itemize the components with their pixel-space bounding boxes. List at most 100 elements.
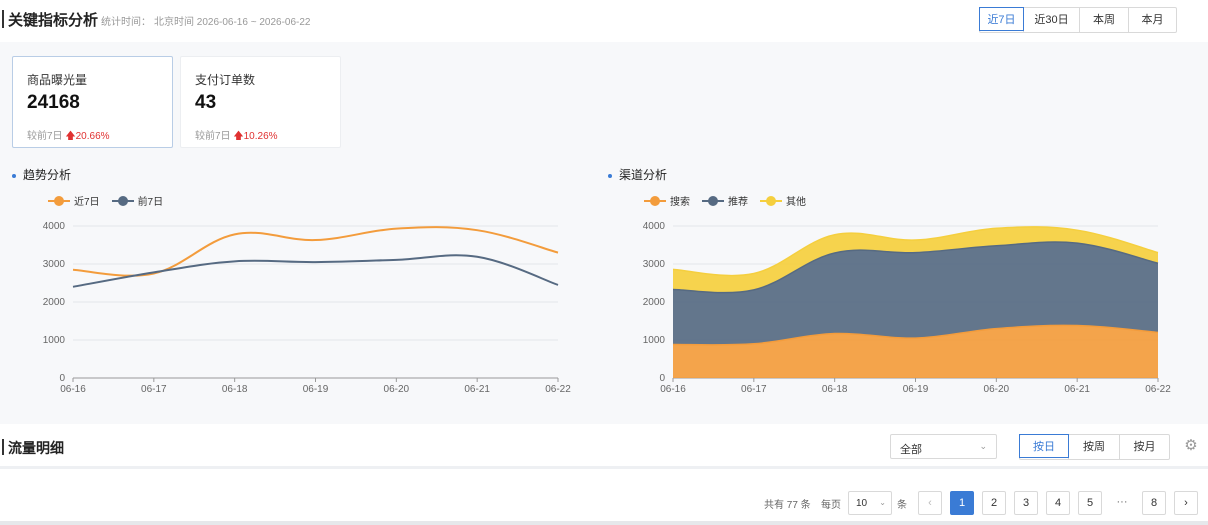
total-count: 共有 77 条 — [764, 499, 811, 511]
legend-swatch-icon — [48, 195, 70, 206]
gridlines — [73, 225, 558, 379]
trend-section-title: 趋势分析 — [12, 166, 71, 183]
range-selector: 近7日 近30日 本周 本月 — [979, 7, 1177, 33]
range-option-30d[interactable]: 近30日 — [1023, 8, 1079, 32]
x-tick-label: 06-17 — [141, 384, 167, 395]
group-option-month[interactable]: 按月 — [1119, 435, 1169, 459]
metric-compare: 较前7日 🡅10.26% — [195, 127, 278, 146]
range-option-7d[interactable]: 近7日 — [979, 7, 1024, 31]
group-selector: 按日 按周 按月 — [1019, 434, 1170, 460]
trend-legend: 近7日 前7日 — [48, 193, 175, 208]
range-option-week[interactable]: 本周 — [1079, 8, 1128, 32]
prev-page-button[interactable]: ‹ — [918, 491, 942, 515]
range-option-month[interactable]: 本月 — [1128, 8, 1176, 32]
y-tick-label: 4000 — [43, 221, 66, 232]
legend-label: 前7日 — [137, 197, 164, 208]
metric-value: 43 — [195, 92, 217, 113]
compare-value: 10.26% — [243, 131, 278, 142]
channel-section-title: 渠道分析 — [608, 166, 667, 183]
arrow-up-icon: 🡅 — [65, 131, 76, 142]
stat-time: 统计时间： 北京时间 2026-06-16 ~ 2026-06-22 — [101, 13, 313, 28]
group-option-week[interactable]: 按周 — [1068, 435, 1119, 459]
chevron-left-icon: ‹ — [928, 497, 932, 509]
metric-label: 支付订单数 — [195, 73, 256, 87]
channel-chart: 0 1000 2000 3000 4000 06-16 06-17 06-18 06-19 06-… — [643, 221, 1171, 395]
x-tick-label: 06-20 — [984, 384, 1010, 395]
x-tick-label: 06-22 — [1145, 384, 1171, 395]
pagination-total: 共有 77 条 — [764, 491, 811, 515]
series-line-前7日 — [72, 254, 559, 288]
detail-title: 流量明细 — [8, 440, 64, 456]
chevron-down-icon: ⌄ — [879, 498, 886, 507]
page-button-last[interactable]: 8 — [1142, 491, 1166, 515]
metric-compare: 较前7日 🡅20.66% — [27, 127, 110, 146]
metric-card-orders[interactable]: 支付订单数 43 较前7日 🡅10.26% — [180, 56, 341, 148]
page-size-select[interactable]: 10 ⌄ — [848, 491, 892, 515]
channel-legend: 搜索 推荐 其他 — [644, 193, 818, 208]
group-option-day[interactable]: 按日 — [1019, 434, 1069, 458]
y-tick-label: 3000 — [43, 259, 66, 270]
y-tick-label: 0 — [659, 373, 665, 384]
analysis-panel: 商品曝光量 24168 较前7日 🡅20.66% 支付订单数 43 较前7日 🡅… — [0, 42, 1208, 424]
y-tick-label: 1000 — [43, 335, 66, 346]
legend-swatch-icon — [702, 195, 724, 206]
unit-text: 条 — [897, 499, 907, 511]
x-tick-label: 06-17 — [741, 384, 767, 395]
header: 关键指标分析 统计时间： 北京时间 2026-06-16 ~ 2026-06-22… — [0, 0, 1208, 42]
legend-label: 近7日 — [74, 197, 100, 208]
bullet-dot-icon — [608, 173, 612, 178]
trend-chart: 0 1000 2000 3000 4000 06-16 06-17 06-18 06-19 06-… — [43, 221, 571, 395]
y-tick-label: 3000 — [643, 259, 666, 270]
stat-time-label: 统计时间： — [101, 17, 151, 28]
section-divider — [0, 466, 1208, 469]
area-edge-搜索 — [672, 324, 1159, 346]
x-tick-label: 06-18 — [822, 384, 848, 395]
detail-accent-bar — [2, 439, 4, 455]
legend-item-search[interactable]: 搜索 — [644, 193, 690, 208]
x-tick-label: 06-20 — [384, 384, 410, 395]
chevron-right-icon: › — [1184, 497, 1188, 509]
title-accent-bar — [2, 10, 4, 28]
channel-title: 渠道分析 — [619, 168, 668, 182]
metric-card-exposure[interactable]: 商品曝光量 24168 较前7日 🡅20.66% — [12, 56, 173, 148]
metric-value: 24168 — [27, 92, 80, 113]
legend-swatch-icon — [644, 195, 666, 206]
legend-label: 搜索 — [670, 197, 690, 208]
x-tick-label: 06-19 — [903, 384, 929, 395]
legend-item-recommend[interactable]: 推荐 — [702, 193, 748, 208]
compare-label: 较前7日 — [195, 131, 231, 142]
legend-item-previous[interactable]: 前7日 — [111, 193, 164, 208]
legend-swatch-icon — [760, 195, 782, 206]
x-tick-label: 06-18 — [222, 384, 248, 395]
legend-item-other[interactable]: 其他 — [760, 193, 806, 208]
x-tick-label: 06-21 — [464, 384, 490, 395]
arrow-up-icon: 🡅 — [233, 131, 244, 142]
x-tick-label: 06-19 — [303, 384, 329, 395]
x-tick-label: 06-16 — [660, 384, 686, 395]
legend-item-recent[interactable]: 近7日 — [48, 193, 100, 208]
y-tick-label: 0 — [59, 373, 65, 384]
page-ellipsis[interactable]: ··· — [1116, 496, 1128, 508]
chevron-down-icon: ⌄ — [979, 441, 987, 451]
compare-label: 较前7日 — [27, 131, 63, 142]
area-其他 — [673, 226, 1158, 293]
series-line-近7日 — [72, 226, 559, 277]
page-size-unit: 条 — [897, 491, 907, 515]
per-page-label: 每页 — [821, 491, 841, 515]
gear-icon[interactable]: ⚙ — [1184, 437, 1198, 454]
y-tick-label: 2000 — [43, 297, 66, 308]
stat-time-value: 北京时间 2026-06-16 ~ 2026-06-22 — [154, 17, 311, 28]
page-button-2[interactable]: 2 — [982, 491, 1006, 515]
page-button-1[interactable]: 1 — [950, 491, 974, 515]
page-button-3[interactable]: 3 — [1014, 491, 1038, 515]
page-button-5[interactable]: 5 — [1078, 491, 1102, 515]
y-tick-label: 2000 — [643, 297, 666, 308]
y-tick-label: 4000 — [643, 221, 666, 232]
filter-select[interactable]: 全部 ⌄ — [890, 434, 997, 459]
filter-select-value: 全部 — [900, 444, 922, 456]
legend-swatch-icon — [111, 195, 134, 206]
next-page-button[interactable]: › — [1174, 491, 1198, 515]
page-button-4[interactable]: 4 — [1046, 491, 1070, 515]
area-推荐 — [673, 241, 1158, 345]
